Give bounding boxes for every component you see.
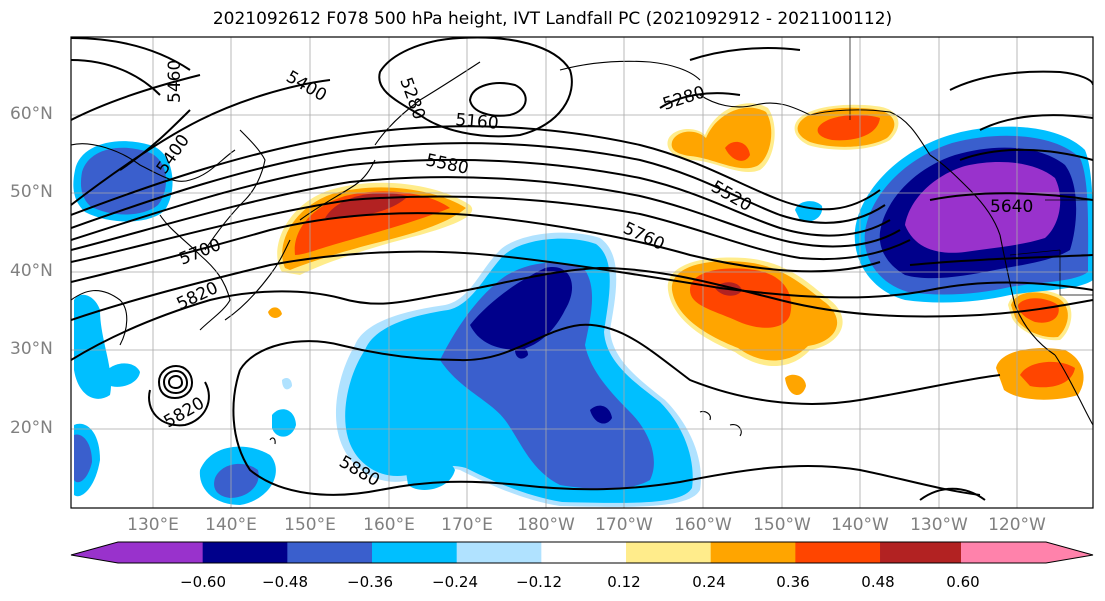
lat-label-50n: 50°N (10, 182, 53, 202)
colorbar-tick-label: 0.12 (607, 573, 641, 591)
colorbar-segment (202, 542, 288, 563)
lon-label-140w: 140°W (831, 515, 889, 535)
colorbar (71, 542, 1093, 563)
lat-label-40n: 40°N (10, 261, 53, 281)
lon-label-160e: 160°E (363, 515, 415, 535)
colorbar-tick-label: −0.48 (262, 573, 308, 591)
height-contours (71, 37, 1093, 501)
colorbar-tick-label: −0.24 (432, 573, 478, 591)
map-title: 2021092612 F078 500 hPa height, IVT Land… (212, 9, 893, 29)
colorbar-segment (626, 542, 712, 563)
colorbar-segment (880, 542, 966, 563)
contour-label-5640: 5640 (990, 197, 1033, 217)
lon-label-150w: 150°W (753, 515, 811, 535)
colorbar-segment (541, 542, 627, 563)
map-frame (70, 36, 1094, 509)
lon-label-170e: 170°E (441, 515, 493, 535)
colorbar-segment (287, 542, 373, 563)
lon-label-130w: 130°W (910, 515, 968, 535)
lon-label-160w: 160°W (674, 515, 732, 535)
colorbar-segment (456, 542, 542, 563)
colorbar-tick-label: −0.60 (180, 573, 226, 591)
lon-label-180w: 180°W (517, 515, 575, 535)
colorbar-tick-label: −0.36 (347, 573, 393, 591)
colorbar-segment (710, 542, 796, 563)
colorbar-tick-label: 0.48 (861, 573, 895, 591)
lat-label-20n: 20°N (10, 418, 53, 438)
colorbar-segment (961, 542, 1093, 563)
lon-label-140e: 140°E (205, 515, 257, 535)
colorbar-tick-label: 0.60 (946, 573, 980, 591)
colorbar-segment (795, 542, 881, 563)
lon-label-150e: 150°E (284, 515, 336, 535)
lon-label-130e: 130°E (127, 515, 179, 535)
contour-label-5160: 5160 (455, 110, 500, 134)
colorbar-tick-label: 0.36 (776, 573, 810, 591)
colorbar-segment (71, 542, 203, 563)
lon-label-170w: 170°W (595, 515, 653, 535)
colorbar-tick-label: −0.12 (516, 573, 562, 591)
lon-label-120w: 120°W (988, 515, 1046, 535)
colorbar-outline (70, 541, 1094, 564)
lat-label-30n: 30°N (10, 339, 53, 359)
contour-label-5460: 5460 (165, 60, 185, 103)
graticule (71, 37, 1093, 508)
political-borders (849, 37, 1093, 296)
colorbar-tick-label: 0.24 (692, 573, 726, 591)
lat-label-60n: 60°N (10, 104, 53, 124)
colorbar-segment (372, 542, 458, 563)
